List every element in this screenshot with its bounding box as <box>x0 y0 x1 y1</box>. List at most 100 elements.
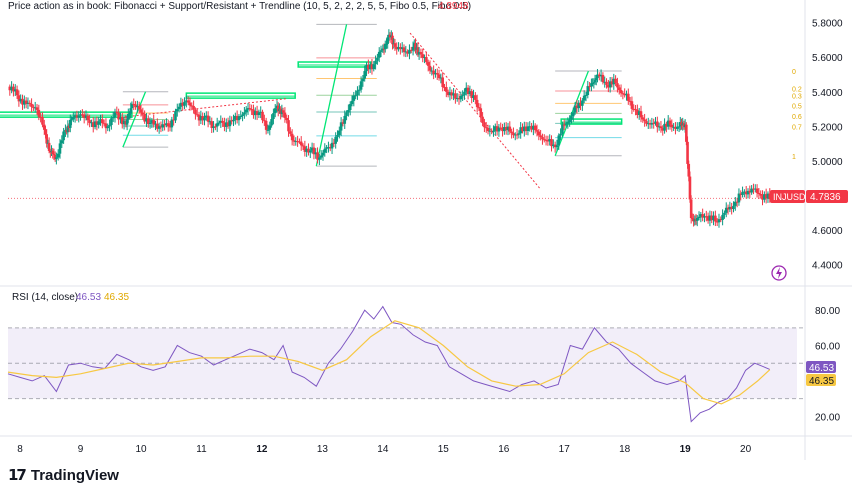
candle-body <box>110 118 113 126</box>
candle-body <box>125 119 129 125</box>
candle-body <box>35 107 39 110</box>
candle-body <box>39 116 42 118</box>
candle-body <box>636 109 639 115</box>
candle-body <box>475 99 479 108</box>
candle-body <box>432 70 435 75</box>
candle-body <box>127 113 130 120</box>
price-tick-label: 5.4000 <box>812 88 843 99</box>
fib-label: 0.5 <box>792 104 802 111</box>
candle-body <box>591 83 594 85</box>
candle-body <box>179 102 183 107</box>
candle-body <box>533 125 537 131</box>
candle-body <box>425 57 428 63</box>
candle-body <box>448 92 452 96</box>
candle-body <box>393 43 397 47</box>
candle-body <box>697 216 701 219</box>
candle-body <box>219 120 223 123</box>
candle-body <box>354 95 357 97</box>
candle-body <box>37 109 41 117</box>
candle-body <box>588 86 591 88</box>
candle-body <box>307 148 310 153</box>
candle-body <box>515 134 519 136</box>
rsi-tick-label: 80.00 <box>815 306 840 317</box>
candle-body <box>23 100 26 105</box>
candle-body <box>212 126 215 128</box>
candle-body <box>268 125 272 130</box>
candle-body <box>327 147 330 149</box>
candle-body <box>712 215 715 221</box>
candle-body <box>459 95 463 100</box>
candle-body <box>299 141 303 146</box>
svg-text:46.53: 46.53 <box>809 363 834 374</box>
candle-body <box>273 108 277 114</box>
candle-body <box>350 100 354 105</box>
candle-body <box>510 131 513 133</box>
candle-body <box>228 120 232 127</box>
candle-body <box>128 113 131 115</box>
candle-body <box>206 115 210 122</box>
candle-body <box>283 112 287 118</box>
candle-body <box>81 114 84 116</box>
candle-body <box>33 107 37 109</box>
candle-body <box>197 114 201 121</box>
candle-body <box>626 93 630 101</box>
candle-body <box>377 51 381 58</box>
rsi-title-ma-value: 46.35 <box>104 292 129 303</box>
candle-body <box>183 101 186 106</box>
candle-body <box>668 120 672 125</box>
candle-body <box>168 126 172 128</box>
candle-body <box>735 201 739 203</box>
candle-body <box>661 128 665 131</box>
candle-body <box>70 119 73 121</box>
candle-body <box>270 119 273 126</box>
candle-body <box>119 117 122 120</box>
candle-body <box>13 89 17 92</box>
candle-body <box>55 157 58 159</box>
date-tick-label: 9 <box>78 444 84 455</box>
candle-body <box>761 195 764 200</box>
candle-body <box>290 133 294 141</box>
candle-body <box>443 87 446 89</box>
candle-body <box>493 126 497 131</box>
candle-body <box>623 93 626 96</box>
candle-body <box>108 125 111 127</box>
candle-body <box>530 126 533 130</box>
candle-body <box>215 123 219 127</box>
candle-body <box>632 108 636 110</box>
candle-body <box>201 116 204 121</box>
candle-body <box>584 95 588 97</box>
candle-body <box>111 117 115 119</box>
candle-body <box>328 147 332 149</box>
symbol-tag: INJUSD <box>770 190 806 203</box>
candle-body <box>276 105 280 112</box>
candle-body <box>548 139 552 142</box>
brand-logo: 17 TradingView <box>8 466 119 484</box>
candle-body <box>479 108 483 117</box>
candle-body <box>399 47 402 50</box>
candle-body <box>706 216 710 221</box>
lightning-icon[interactable] <box>771 265 787 281</box>
candle-body <box>363 71 367 79</box>
candle-body <box>464 87 468 92</box>
fib-label: 0 <box>792 69 796 76</box>
candle-body <box>483 122 486 128</box>
candle-body <box>557 135 561 146</box>
candle-body <box>739 193 743 195</box>
candle-body <box>208 121 212 123</box>
candle-body <box>513 134 517 136</box>
candle-body <box>528 126 532 128</box>
candle-body <box>88 120 91 123</box>
candle-body <box>93 121 97 128</box>
candle-body <box>741 192 744 195</box>
candle-body <box>519 127 522 134</box>
candle-body <box>503 127 506 132</box>
candle-body <box>461 95 464 97</box>
date-tick-label: 16 <box>498 444 510 455</box>
candle-body <box>84 115 88 118</box>
candle-body <box>688 176 692 200</box>
candle-body <box>239 116 243 118</box>
candle-body <box>347 109 350 113</box>
candle-body <box>675 126 679 129</box>
candle-body <box>86 115 90 121</box>
candle-body <box>44 129 47 135</box>
